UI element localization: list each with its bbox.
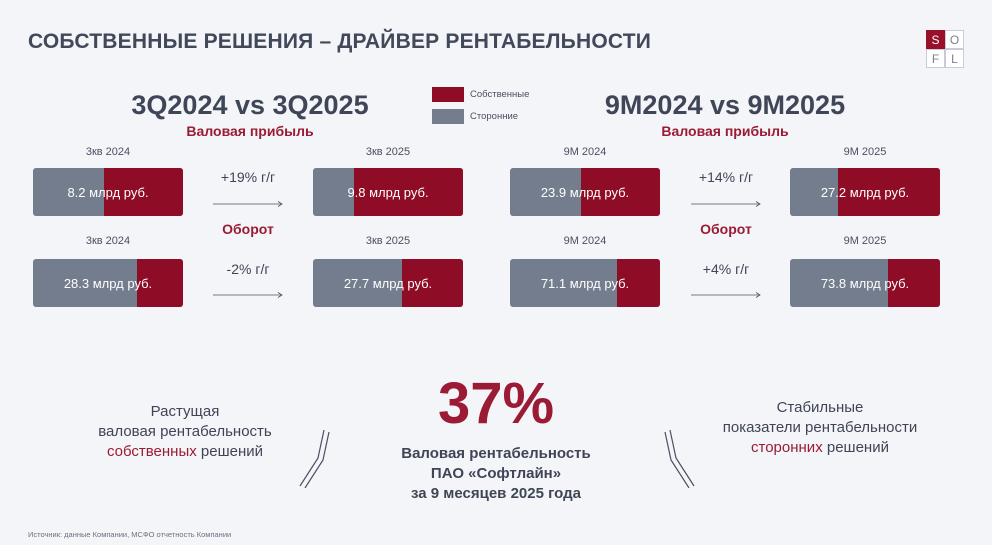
softline-logo: S O F L [926, 30, 964, 68]
logo-letter: L [945, 49, 964, 68]
chevron-decoration-icon [299, 429, 330, 488]
bar-left-gp-2024: 8.2 млрд руб. [33, 168, 183, 216]
period-label: 9М 2025 [843, 146, 887, 158]
note-line: валовая рентабельность [98, 423, 272, 440]
bar-right-to-2024: 71.1 млрд руб. [510, 259, 660, 307]
legend-label-own: Собственные [470, 88, 530, 100]
bar-right-gp-2024: 23.9 млрд руб. [510, 168, 660, 216]
bar-value: 27.2 млрд руб. [820, 184, 910, 200]
note-line: Растущая [150, 403, 220, 420]
period-label: 9М 2024 [563, 235, 607, 247]
period-label: 3кв 2025 [365, 146, 411, 158]
caption-line: за 9 месяцев 2025 года [411, 485, 581, 502]
note-line: собственных решений [60, 442, 310, 462]
growth-label: +4% г/г [702, 261, 750, 277]
note-accent: сторонних [751, 439, 823, 456]
note-rest: решений [822, 439, 889, 456]
bar-value: 9.8 млрд руб. [347, 184, 429, 200]
period-label: 3кв 2024 [85, 146, 131, 158]
growth-label: +14% г/г [698, 169, 754, 185]
growth-label: -2% г/г [226, 261, 270, 277]
arrow-right-icon [213, 201, 283, 207]
caption-line: ПАО «Софтлайн» [430, 465, 562, 482]
legend-item-third: Сторонние [432, 106, 529, 126]
page-title: СОБСТВЕННЫЕ РЕШЕНИЯ – ДРАЙВЕР РЕНТАБЕЛЬН… [28, 30, 652, 53]
note-accent: собственных [106, 443, 197, 460]
gross-margin-value: 37% [437, 371, 555, 436]
logo-letter: O [945, 30, 964, 49]
logo-letter: S [926, 30, 945, 49]
left-note: Растущая валовая рентабельность собствен… [60, 402, 310, 462]
note-rest: решений [196, 443, 264, 460]
legend-swatch-third [432, 108, 464, 124]
arrow-right-icon [213, 292, 283, 298]
bar-value: 8.2 млрд руб. [67, 184, 149, 200]
note-line: Стабильные [776, 399, 864, 416]
bar-own-segment [353, 168, 463, 216]
legend-swatch-own [432, 86, 464, 102]
bar-own-segment [136, 259, 183, 307]
left-gross-profit-label: Валовая прибыль [186, 123, 314, 139]
bar-own-segment [887, 259, 940, 307]
bar-left-gp-2025: 9.8 млрд руб. [313, 168, 463, 216]
bar-value: 27.7 млрд руб. [343, 275, 433, 291]
right-heading: 9M2024 vs 9M2025 [604, 90, 846, 120]
left-turnover-label: Оборот [222, 221, 274, 237]
right-turnover-label: Оборот [700, 221, 752, 237]
period-label: 3кв 2024 [85, 235, 131, 247]
bar-left-to-2024: 28.3 млрд руб. [33, 259, 183, 307]
chevron-decoration-icon [664, 429, 695, 488]
period-label: 9М 2025 [843, 235, 887, 247]
logo-letter: F [926, 49, 945, 68]
bar-value: 71.1 млрд руб. [540, 275, 630, 291]
bar-own-segment [838, 168, 940, 216]
right-note: Стабильные показатели рентабельности сто… [690, 398, 950, 458]
legend-label-third: Сторонние [470, 110, 519, 122]
period-label: 3кв 2025 [365, 235, 411, 247]
period-label: 9М 2024 [563, 146, 607, 158]
bar-left-to-2025: 27.7 млрд руб. [313, 259, 463, 307]
bar-own-segment [580, 168, 660, 216]
right-gross-profit-label: Валовая прибыль [661, 123, 789, 139]
arrow-right-icon [691, 201, 761, 207]
arrow-right-icon [691, 292, 761, 298]
legend: Собственные Сторонние [432, 84, 529, 128]
legend-item-own: Собственные [432, 84, 529, 104]
gross-margin-caption: Валовая рентабельность ПАО «Софтлайн» за… [366, 444, 626, 504]
left-heading: 3Q2024 vs 3Q2025 [131, 90, 369, 120]
bar-value: 28.3 млрд руб. [63, 275, 153, 291]
note-line: сторонних решений [690, 438, 950, 458]
bar-right-to-2025: 73.8 млрд руб. [790, 259, 940, 307]
bar-value: 73.8 млрд руб. [820, 275, 910, 291]
note-line: показатели рентабельности [722, 419, 918, 436]
growth-label: +19% г/г [220, 169, 276, 185]
bar-right-gp-2025: 27.2 млрд руб. [790, 168, 940, 216]
caption-line: Валовая рентабельность [401, 445, 591, 462]
source-note: Источник: данные Компании, МСФО отчетнос… [28, 530, 232, 539]
bar-own-segment [616, 259, 660, 307]
bar-own-segment [103, 168, 183, 216]
bar-own-segment [401, 259, 463, 307]
bar-value: 23.9 млрд руб. [540, 184, 630, 200]
